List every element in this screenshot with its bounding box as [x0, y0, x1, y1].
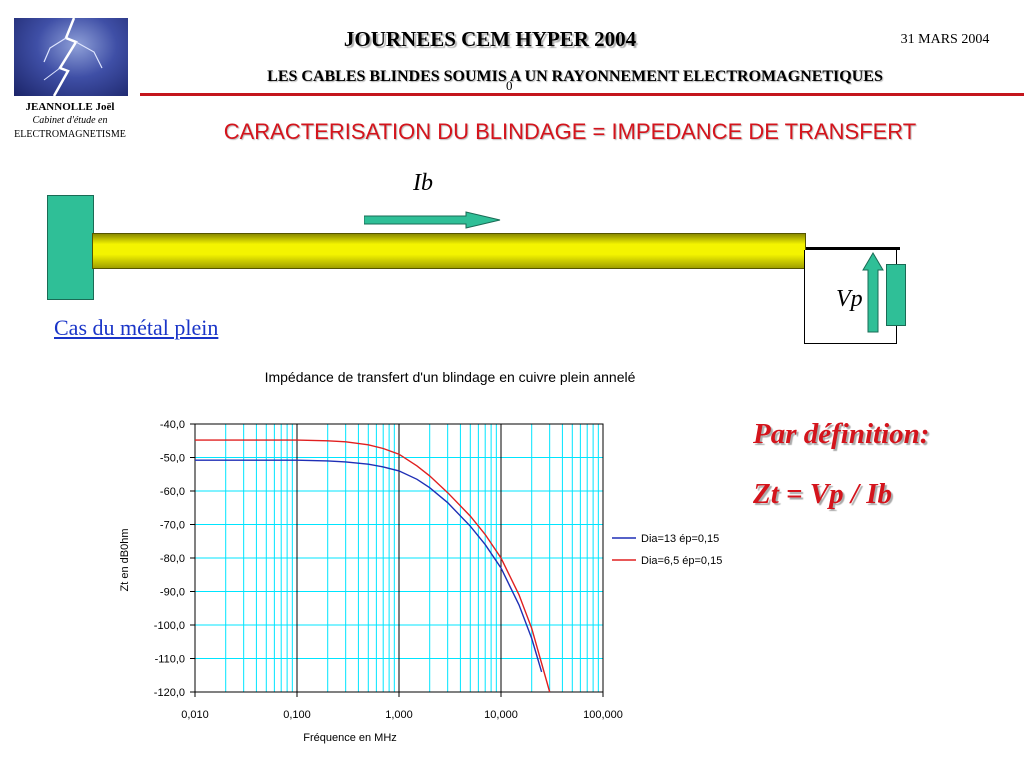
- current-arrow-icon: [363, 211, 504, 236]
- y-tick-label: -90,0: [160, 587, 185, 599]
- legend-label: Dia=13 ép=0,15: [641, 533, 719, 545]
- stray-character: 0: [506, 78, 513, 93]
- series-line-1: [195, 459, 543, 673]
- x-tick-label: 1,000: [385, 709, 413, 721]
- x-axis-label: Fréquence en MHz: [303, 732, 397, 744]
- y-tick-label: -70,0: [160, 520, 185, 532]
- series-line-2: [195, 439, 551, 693]
- author-name: JEANNOLLE Joël: [25, 101, 115, 113]
- page-title: JOURNEES CEM HYPER 2004: [343, 27, 637, 51]
- chart-series: [195, 439, 551, 693]
- y-tick-label: -40,0: [160, 419, 185, 431]
- y-tick-label: -60,0: [160, 486, 185, 498]
- y-tick-label: -120,0: [154, 687, 185, 699]
- legend-label: Dia=6,5 ép=0,15: [641, 555, 722, 567]
- page-subtitle: LES CABLES BLINDES SOUMIS A UN RAYONNEME…: [267, 68, 883, 85]
- definition-formula: Zt = Vp / Ib: [753, 478, 892, 510]
- cable-connector: [47, 195, 94, 300]
- y-axis-label: Zt en dB0hm: [119, 529, 131, 592]
- shielded-cable: [92, 233, 806, 269]
- x-tick-label: 0,100: [283, 709, 311, 721]
- x-tick-label: 0,010: [181, 709, 209, 721]
- y-tick-label: -100,0: [154, 620, 185, 632]
- vp-label: Vp: [836, 286, 863, 312]
- y-tick-label: -50,0: [160, 453, 185, 465]
- section-title: CARACTERISATION DU BLINDAGE = IMPEDANCE …: [223, 119, 917, 144]
- load-resistor: [886, 264, 906, 326]
- transfer-impedance-chart: 0,010 0,100 1,000 10,000 100,000 -40,0 -50,0 -6…: [119, 419, 722, 744]
- date-label: 31 MARS 2004: [900, 32, 990, 47]
- chart-title: Impédance de transfert d'un blindage en …: [264, 369, 636, 385]
- solid-metal-case-link[interactable]: Cas du métal plein: [54, 315, 219, 340]
- lightning-logo-image: [14, 18, 128, 96]
- definition-heading: Par définition:: [753, 418, 930, 450]
- cable-end-line: [806, 247, 900, 250]
- plot-border: [194, 423, 604, 693]
- chart-legend: Dia=13 ép=0,15 Dia=6,5 ép=0,15: [612, 533, 722, 567]
- author-affiliation-line2: ELECTROMAGNETISME: [14, 129, 126, 140]
- voltage-arrow-icon: [860, 252, 886, 339]
- x-tick-label: 100,000: [583, 709, 623, 721]
- y-tick-label: -110,0: [155, 654, 185, 666]
- x-tick-label: 10,000: [484, 709, 518, 721]
- header-divider: [140, 93, 1024, 96]
- y-tick-label: -80,0: [160, 553, 185, 565]
- load-circuit: [804, 250, 897, 344]
- author-affiliation-line1: Cabinet d'étude en: [32, 115, 108, 126]
- ib-label: Ib: [413, 170, 433, 196]
